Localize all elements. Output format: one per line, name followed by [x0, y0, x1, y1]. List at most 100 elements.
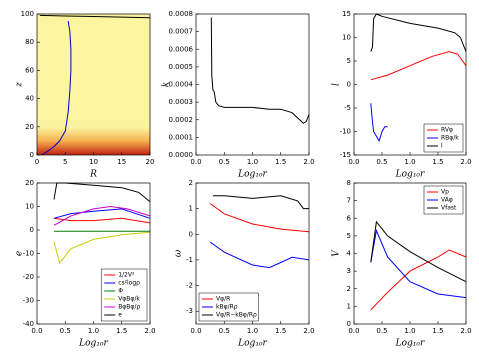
legend-label: 1/2V²: [118, 272, 135, 279]
y-tick-label: -1: [186, 256, 193, 264]
series-line: [53, 208, 151, 219]
y-tick-label: -30: [23, 297, 34, 305]
field-hot: [37, 127, 150, 155]
legend-label: RVφ: [441, 127, 453, 134]
x-tick-label: 15: [117, 158, 126, 166]
x-tick-label: 1.5: [275, 327, 286, 335]
y-tick-label: 8: [347, 179, 351, 187]
y-tick-label: -15: [340, 151, 351, 159]
y-tick-label: 15: [342, 10, 351, 18]
series-line: [370, 228, 467, 299]
x-axis-label: Log₁₀r: [237, 170, 267, 180]
x-tick-label: 1.0: [404, 158, 415, 166]
y-tick-label: 7: [347, 197, 351, 205]
plot-frame: [353, 13, 467, 156]
x-tick-label: 1.5: [432, 158, 443, 166]
series-line: [41, 21, 72, 156]
x-tick-label: 2.0: [303, 327, 314, 335]
series-line: [370, 103, 388, 143]
y-tick-label: 2: [189, 179, 193, 187]
series-line: [53, 217, 151, 224]
x-tick-label: 0.5: [60, 327, 71, 335]
legend-label: VφBφ/k: [118, 296, 140, 303]
y-tick-label: 40: [25, 95, 34, 103]
legend-label: Vφ/R: [216, 296, 230, 303]
plot-frame: [195, 13, 310, 156]
y-tick-label: 20: [25, 123, 34, 131]
legend-label: Vfast: [441, 205, 457, 212]
series-line: [370, 51, 467, 81]
y-tick-label: 10: [25, 203, 34, 211]
y-tick-label: 20: [25, 179, 34, 187]
y-axis-label: ω: [174, 249, 184, 257]
x-tick-label: 0.0: [348, 327, 359, 335]
series-line: [212, 195, 309, 210]
x-axis-label: Log₁₀r: [237, 339, 267, 349]
x-tick-label: 0.5: [219, 327, 230, 335]
y-tick-label: 0: [347, 320, 351, 328]
x-tick-label: 0.0: [190, 327, 201, 335]
legend-label: l: [441, 143, 443, 150]
y-tick-label: -10: [340, 128, 351, 136]
x-tick-label: 1.5: [432, 327, 443, 335]
x-axis-label: Log₁₀r: [395, 339, 425, 349]
y-tick-label: 10: [342, 34, 351, 42]
x-tick-label: 2.0: [144, 327, 155, 335]
y-tick-label: -3: [186, 307, 193, 315]
legend-label: e: [118, 312, 122, 319]
y-tick-label: 0: [30, 151, 34, 159]
series-line: [370, 220, 467, 283]
x-tick-label: 10: [89, 158, 98, 166]
legend-label: Φ: [118, 288, 123, 295]
series-line: [53, 231, 151, 264]
y-tick-label: -20: [23, 273, 34, 281]
y-tick-label: 4: [347, 250, 352, 258]
y-tick-label: -2: [186, 282, 193, 290]
legend-label: Vp: [441, 189, 449, 196]
x-tick-label: 0: [35, 158, 39, 166]
x-tick-label: 1.0: [88, 327, 99, 335]
series-line: [53, 205, 151, 226]
series-line: [209, 203, 310, 233]
x-tick-label: 2.0: [303, 158, 314, 166]
series-line: [53, 182, 151, 203]
y-tick-label: 100: [21, 10, 34, 18]
x-tick-label: 0.5: [376, 158, 387, 166]
x-tick-label: 20: [146, 158, 155, 166]
legend-label: kBφ/Rρ: [216, 304, 238, 311]
y-tick-label: 0: [189, 230, 193, 238]
y-tick-label: -40: [23, 320, 34, 328]
y-tick-label: -10: [23, 250, 34, 258]
x-tick-label: 0.0: [348, 158, 359, 166]
y-tick-label: 0: [30, 226, 34, 234]
legend-label: RBφ/k: [441, 135, 459, 142]
y-tick-label: 6: [347, 214, 352, 222]
series-line: [209, 241, 310, 269]
x-tick-label: 5: [63, 158, 67, 166]
y-tick-label: 0.0004: [169, 81, 194, 89]
y-tick-label: 5: [347, 57, 351, 65]
x-tick-label: 1.0: [404, 327, 415, 335]
plot-frame: [195, 182, 310, 325]
y-axis-label: e: [15, 251, 25, 256]
x-tick-label: 1.0: [247, 327, 258, 335]
x-tick-label: 2.0: [460, 158, 471, 166]
y-tick-label: 0.0007: [169, 28, 194, 36]
x-tick-label: 2.0: [460, 327, 471, 335]
y-tick-label: 60: [25, 66, 34, 74]
x-tick-label: 0.0: [31, 327, 42, 335]
y-tick-label: 0.0001: [169, 133, 194, 141]
x-axis-label: R: [89, 170, 97, 180]
series-line: [370, 249, 467, 311]
x-tick-label: 1.0: [247, 158, 258, 166]
y-tick-label: 0.0002: [169, 116, 194, 124]
y-tick-label: 0.0005: [169, 63, 194, 71]
series-line: [370, 13, 467, 52]
x-tick-label: 1.5: [116, 327, 127, 335]
legend-label: VAφ: [441, 197, 453, 204]
x-axis-label: Log₁₀r: [395, 170, 425, 180]
y-axis-label: z: [15, 82, 25, 88]
plot-frame: [36, 182, 151, 325]
legend-label: Vφ/R−kBφ/Rρ: [216, 312, 257, 319]
